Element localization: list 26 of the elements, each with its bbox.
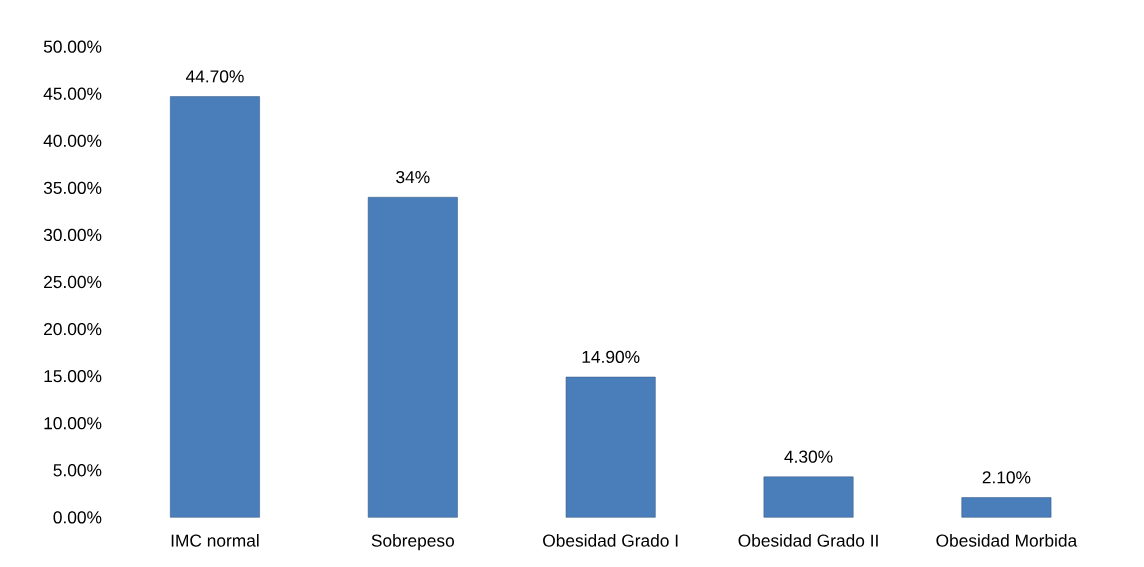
y-tick-label: 30.00% <box>43 228 102 242</box>
bar <box>961 497 1052 518</box>
data-label: 4.30% <box>784 450 833 463</box>
x-tick-label: IMC normal <box>171 534 259 547</box>
bar <box>170 96 260 518</box>
x-tick-label: Obesidad Morbida <box>936 534 1078 547</box>
y-tick-label: 40.00% <box>43 134 102 148</box>
data-label: 2.10% <box>982 471 1031 484</box>
data-label: 14.90% <box>582 350 640 364</box>
y-tick-label: 10.00% <box>44 417 102 430</box>
bar <box>367 197 458 518</box>
y-tick-label: 15.00% <box>44 370 102 383</box>
bar <box>763 476 854 518</box>
data-label: 44.70% <box>185 70 244 83</box>
y-tick-label: 45.00% <box>43 87 102 101</box>
x-tick-label: Obesidad Grado II <box>738 534 878 547</box>
y-tick-label: 5.00% <box>53 464 102 477</box>
data-label: 34% <box>396 171 430 184</box>
x-tick-label: Obesidad Grado I <box>543 534 678 547</box>
y-tick-label: 35.00% <box>43 181 102 195</box>
y-tick-label: 0.00% <box>53 511 102 524</box>
y-tick-label: 50.00% <box>43 40 102 53</box>
x-tick-label: Sobrepeso <box>371 534 454 551</box>
y-tick-label: 25.00% <box>44 276 102 289</box>
bar <box>565 376 656 518</box>
y-tick-label: 20.00% <box>44 323 102 336</box>
